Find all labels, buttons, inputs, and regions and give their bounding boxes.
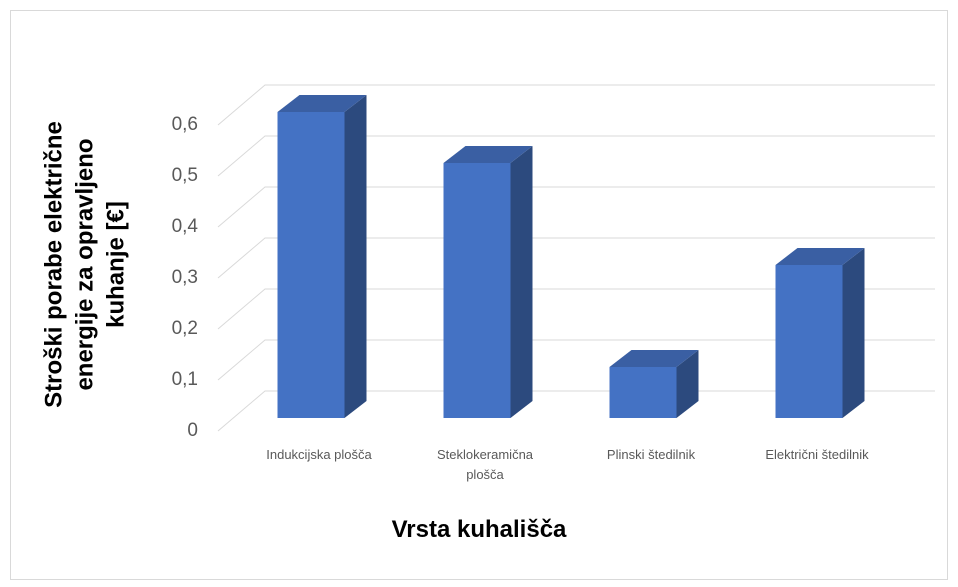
y-axis-title: Stroški porabe električne energije za op…: [39, 55, 132, 475]
grid-line: [217, 135, 935, 177]
bar: [609, 367, 677, 418]
y-axis-title-line: energije za opravljeno: [71, 138, 99, 391]
bar: [443, 163, 511, 418]
y-tick-label: 0,3: [171, 267, 198, 288]
y-tick-label: 0: [187, 420, 198, 441]
y-axis-title-line: Stroški porabe električne: [40, 121, 68, 408]
x-tick-label: Plinski štedilnik: [606, 447, 696, 462]
grid-line: [217, 390, 935, 432]
grid-line: [217, 339, 935, 381]
grid-line: [217, 288, 935, 330]
bar-side: [676, 350, 699, 418]
y-tick-label: 0,1: [171, 369, 198, 390]
bar-top: [609, 350, 699, 367]
bar: [277, 112, 345, 418]
y-tick-label: 0,6: [171, 114, 198, 135]
y-tick-label: 0,5: [171, 165, 198, 186]
x-axis-title: Vrsta kuhališča: [391, 516, 567, 543]
y-tick-label: 0,2: [171, 318, 198, 339]
bar-top: [443, 146, 533, 163]
bar-side: [842, 248, 865, 418]
bar-side: [510, 146, 533, 418]
grid-line: [217, 186, 935, 228]
bar-top: [775, 248, 865, 265]
bar-side: [344, 95, 367, 418]
bar-top: [277, 95, 367, 112]
x-tick-label: Električni štedilnik: [765, 447, 869, 462]
x-tick-label: Steklokeramična plošča: [436, 447, 534, 482]
y-tick-label: 0,4: [171, 216, 198, 237]
grid-line: [217, 84, 935, 126]
bar: [775, 265, 843, 418]
y-axis-title-line: kuhanje [€]: [102, 201, 130, 328]
grid-line: [217, 237, 935, 279]
x-tick-label: Indukcijska plošča: [266, 447, 372, 462]
